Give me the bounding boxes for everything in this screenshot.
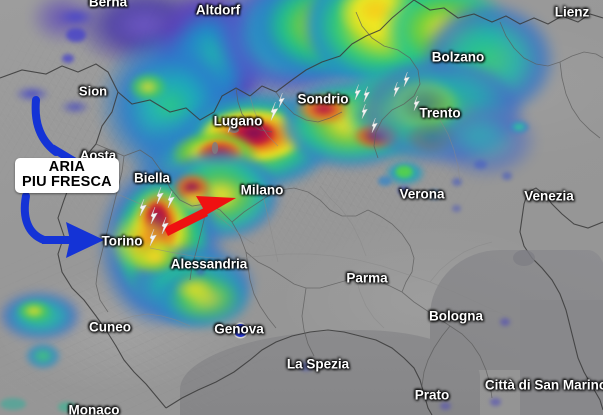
lightning-icon (156, 186, 164, 205)
lightning-icon (139, 198, 147, 217)
lightning-icon (393, 81, 400, 97)
lightning-icon (161, 216, 169, 235)
lightning-icon (227, 117, 234, 133)
lightning-icon (278, 92, 285, 108)
lightning-icon (149, 228, 157, 247)
adriatic-sea-south (520, 300, 603, 415)
lightning-icon (413, 95, 420, 111)
lightning-icon (363, 86, 370, 102)
storm-motion-arrow (163, 196, 236, 237)
lightning-icon (167, 190, 175, 209)
lightning-icon (403, 71, 410, 87)
lightning-icon (361, 103, 368, 119)
cold-air-arrow-south (20, 192, 104, 258)
lightning-icon (371, 117, 378, 133)
location-marker[interactable] (234, 324, 247, 337)
lightning-icon (270, 101, 279, 121)
lightning-icon (150, 206, 158, 225)
cold-air-line1: ARIA (48, 159, 86, 175)
cold-air-line2: PIU FRESCA (22, 173, 112, 190)
cold-air-callout: ARIA PIU FRESCA (15, 158, 119, 193)
lightning-icon (354, 84, 361, 100)
